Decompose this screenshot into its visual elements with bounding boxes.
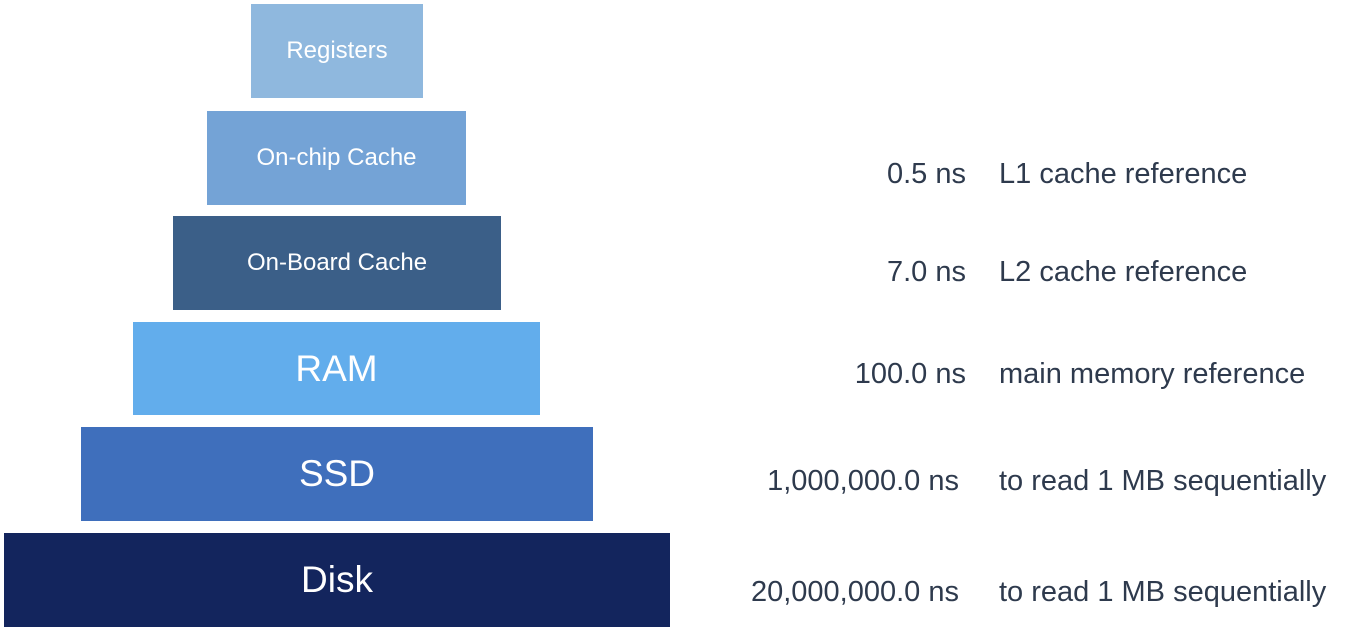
tier-ram: RAM (133, 322, 540, 415)
description-main-memory: main memory reference (999, 358, 1306, 390)
description-disk-read: to read 1 MB sequentially (999, 576, 1327, 608)
description-l1-cache: L1 cache reference (999, 158, 1248, 190)
tier-label: RAM (295, 347, 378, 389)
description-l2-cache: L2 cache reference (999, 256, 1248, 288)
tier-registers: Registers (251, 4, 423, 98)
tier-label: Disk (301, 559, 373, 600)
latency-l2-cache: 7.0 ns (887, 256, 966, 288)
latency-disk-read: 20,000,000.0 ns (750, 576, 959, 608)
description-ssd-read: to read 1 MB sequentially (999, 465, 1327, 497)
tier-label: On-chip Cache (256, 144, 417, 171)
tier-label: On-Board Cache (246, 249, 428, 276)
latency-main-memory: 100.0 ns (854, 358, 966, 390)
latency-ssd-read: 1,000,000.0 ns (767, 465, 959, 497)
tier-label: SSD (298, 453, 376, 494)
tier-on-board-cache: On-Board Cache (173, 216, 501, 310)
tier-label: Registers (286, 37, 388, 64)
tier-on-chip-cache: On-chip Cache (207, 111, 466, 205)
latency-l1-cache: 0.5 ns (887, 158, 966, 190)
tier-ssd: SSD (81, 427, 593, 521)
tier-disk: Disk (4, 533, 670, 627)
